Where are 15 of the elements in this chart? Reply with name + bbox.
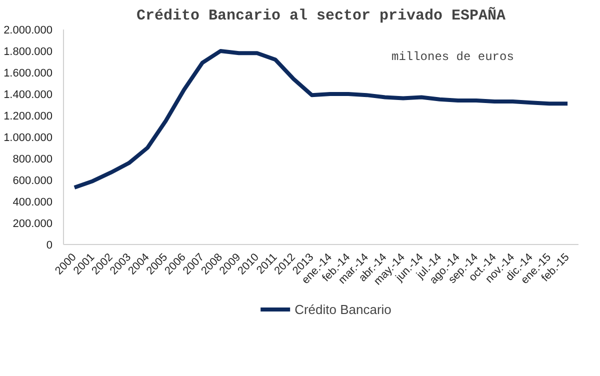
y-tick-label: 1.600.000 [4,68,52,80]
y-tick-label: 600.000 [12,175,53,187]
y-tick-label: 400.000 [12,196,53,208]
y-tick-label: 800.000 [12,154,53,166]
y-tick-label: 2.000.000 [4,24,52,36]
legend-label: Crédito Bancario [294,302,392,316]
y-tick-label: 0 [46,240,53,252]
y-tick-label: 200.000 [12,218,53,230]
annotation: millones de euros [391,50,514,64]
y-tick-label: 1.400.000 [4,89,52,101]
chart-title: Crédito Bancario al sector privado ESPAÑA [136,6,506,24]
y-tick-label: 1.800.000 [4,46,52,58]
line-series [72,49,570,190]
y-tick-label: 1.200.000 [4,110,52,122]
y-tick-label: 1.000.000 [4,132,52,144]
